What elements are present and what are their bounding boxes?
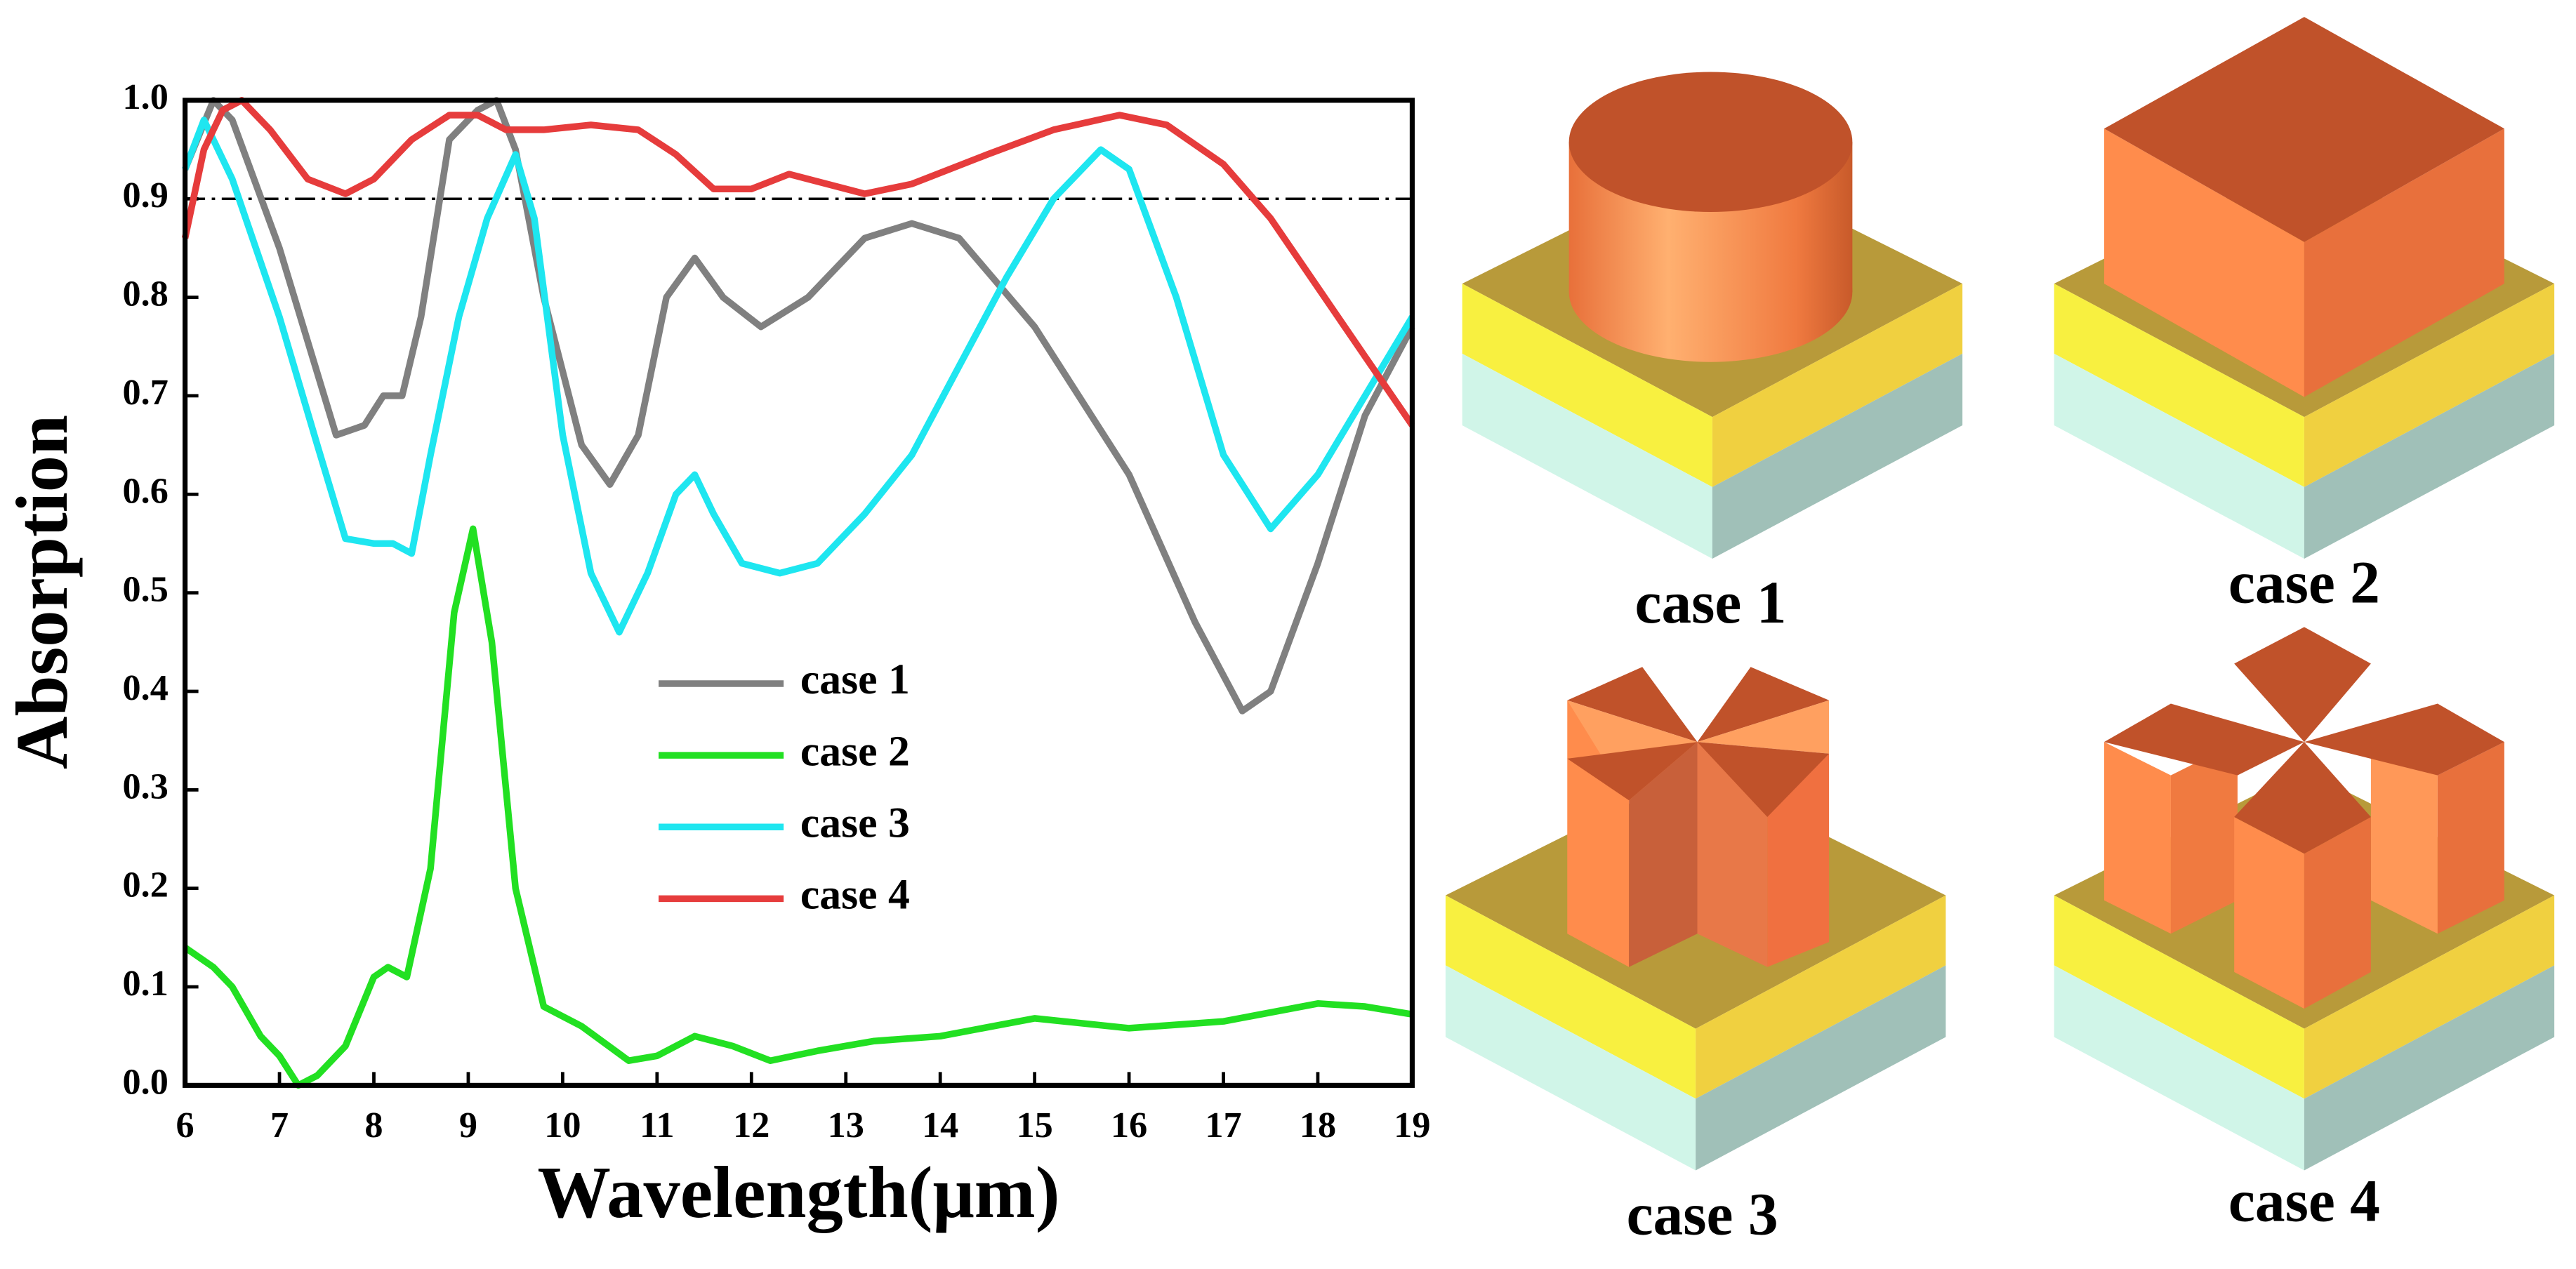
legend-label: case 4: [800, 871, 910, 919]
legend-label: case 1: [800, 656, 910, 703]
x-axis-label: Wavelength(μm): [538, 1152, 1060, 1233]
y-axis-label: Absorption: [1, 415, 83, 769]
series-line: [181, 97, 1415, 427]
legend-label: case 2: [800, 727, 910, 775]
caption: case 3: [1627, 1181, 1778, 1247]
y-tick-label: 1.0: [123, 77, 169, 117]
y-tick-label: 0.9: [123, 175, 169, 215]
plot-area: 6 7 8 9 10 11 12 13 14 15 16 17 18 19 0.0 0.1 0.2 0.3 0.4 0…: [123, 77, 1431, 1145]
y-tick-label: 0.0: [123, 1061, 169, 1102]
x-tick-label: 13: [828, 1105, 864, 1145]
x-tick-label: 15: [1017, 1105, 1053, 1145]
caption: case 4: [2228, 1168, 2380, 1234]
y-tick-label: 0.4: [123, 667, 169, 708]
series-line: [182, 97, 1415, 715]
y-tick-label: 0.7: [123, 372, 169, 413]
x-tick-label: 14: [922, 1105, 958, 1145]
y-tick-label: 0.2: [123, 865, 169, 905]
y-tick-label: 0.6: [123, 470, 169, 511]
series-line: [183, 525, 1413, 1089]
x-tick-label: 16: [1111, 1105, 1147, 1145]
x-tick-label: 8: [364, 1105, 383, 1145]
plot-frame: [183, 98, 1415, 1088]
x-tick-label: 12: [733, 1105, 770, 1145]
y-tick-label: 0.1: [123, 963, 169, 1004]
case3-model: [1445, 667, 1946, 1171]
x-tick-label: 17: [1205, 1105, 1241, 1145]
x-tick-label: 19: [1394, 1105, 1430, 1145]
x-tick-label: 6: [176, 1105, 194, 1145]
case2-model: [2054, 17, 2555, 559]
y-tick-label: 0.8: [123, 274, 169, 314]
x-tick-label: 11: [640, 1105, 674, 1145]
caption: case 1: [1634, 570, 1786, 636]
x-tick-label: 7: [270, 1105, 289, 1145]
x-tick-label: 18: [1300, 1105, 1336, 1145]
caption: case 2: [2228, 550, 2380, 616]
y-tick-label: 0.5: [123, 569, 169, 610]
y-tick-label: 0.3: [123, 766, 169, 806]
legend-label: case 3: [800, 799, 910, 846]
case4-model: [2054, 627, 2555, 1171]
x-tick-label: 9: [459, 1105, 477, 1145]
series-line: [182, 117, 1415, 636]
x-tick-label: 10: [544, 1105, 581, 1145]
case1-model: [1462, 72, 1963, 559]
